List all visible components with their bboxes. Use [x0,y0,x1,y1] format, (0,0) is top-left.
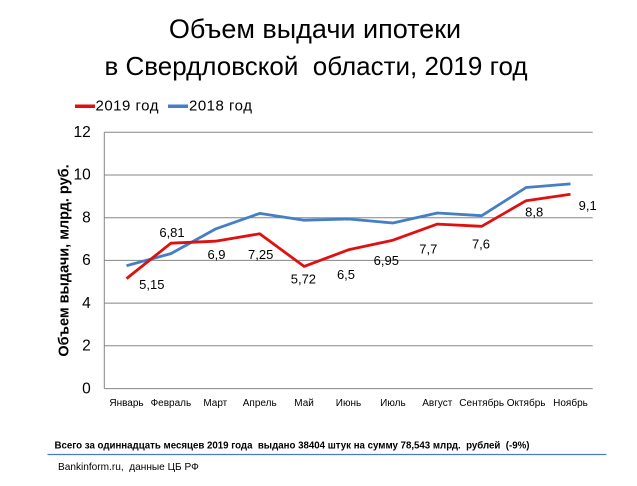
svg-text:Сентябрь: Сентябрь [459,397,504,409]
svg-text:7,25: 7,25 [248,247,273,262]
svg-text:9,1: 9,1 [579,198,597,213]
svg-text:6,9: 6,9 [207,247,225,262]
svg-text:8: 8 [82,209,91,226]
svg-text:2018 год: 2018 год [189,98,252,115]
svg-text:Май: Май [294,398,314,409]
svg-text:5,15: 5,15 [139,277,164,292]
svg-text:6: 6 [82,252,91,269]
svg-text:7,7: 7,7 [419,242,437,257]
svg-text:8,8: 8,8 [525,205,543,220]
svg-text:7,6: 7,6 [472,236,490,251]
svg-text:5,72: 5,72 [291,272,316,287]
svg-text:Bankinform.ru, данные ЦБ РФ: Bankinform.ru, данные ЦБ РФ [58,462,199,473]
svg-text:Март: Март [203,398,227,409]
svg-text:Август: Август [422,398,453,409]
svg-text:Объем выдачи, млрд. руб.: Объем выдачи, млрд. руб. [57,164,73,356]
svg-text:6,95: 6,95 [374,253,399,268]
svg-text:4: 4 [82,295,91,312]
svg-text:2019 год: 2019 год [96,98,159,115]
svg-text:Январь: Январь [109,398,143,409]
svg-text:0: 0 [82,380,91,397]
svg-text:10: 10 [74,167,92,184]
svg-text:6,5: 6,5 [337,267,355,282]
svg-text:в Свердловской области, 2019: в Свердловской области, 2019 год [104,51,527,81]
svg-text:Всего за одиннадцать месяцев 2: Всего за одиннадцать месяцев 2019 года в… [55,440,530,451]
svg-text:12: 12 [74,124,91,141]
svg-text:6,81: 6,81 [159,225,184,240]
svg-text:Июль: Июль [380,398,406,409]
svg-text:2: 2 [82,338,91,355]
svg-text:Апрель: Апрель [243,398,277,409]
svg-text:Ноябрь: Ноябрь [553,397,588,409]
svg-text:Октябрь: Октябрь [507,397,546,409]
svg-text:Июнь: Июнь [336,398,361,409]
svg-text:Февраль: Февраль [151,398,192,409]
svg-text:Объем выдачи ипотеки: Объем выдачи ипотеки [169,14,461,44]
